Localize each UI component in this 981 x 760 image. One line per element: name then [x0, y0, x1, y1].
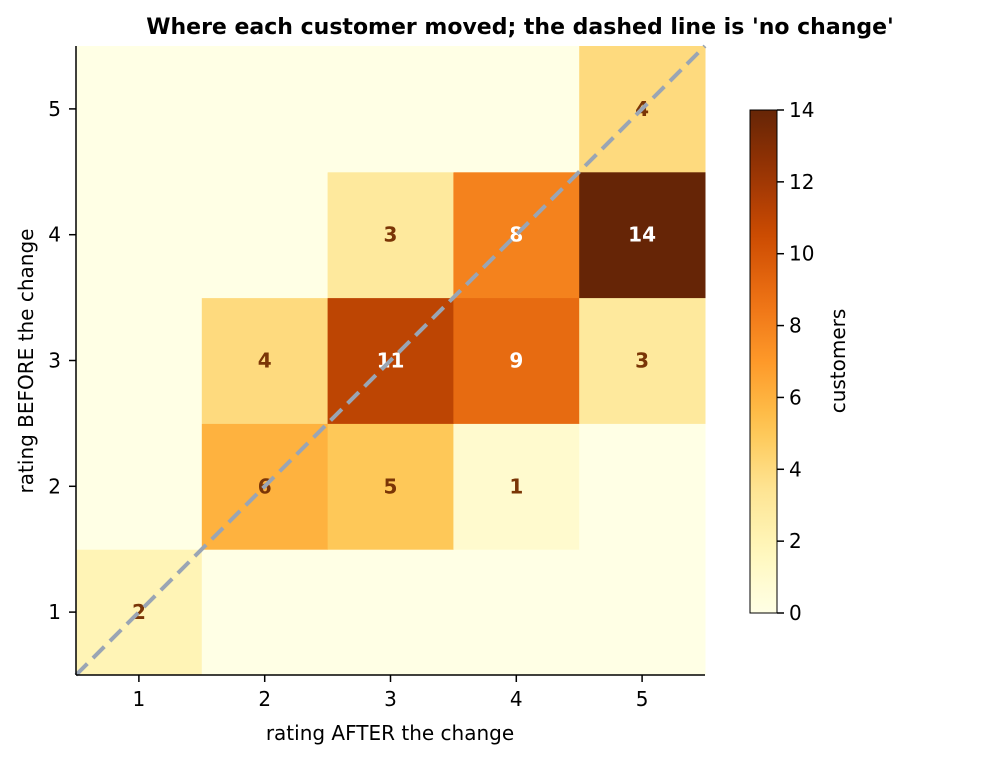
chart-title: Where each customer moved; the dashed li… [146, 15, 894, 40]
x-axis-label: rating AFTER the change [266, 721, 514, 745]
heatmap-cell [579, 171, 706, 299]
y-tick-label: 1 [48, 600, 61, 624]
heatmap-cell [201, 171, 329, 299]
x-tick-label: 4 [510, 687, 523, 711]
heatmap-cell [579, 423, 706, 550]
colorbar-label: customers [826, 309, 850, 414]
colorbar-tick-label: 10 [789, 242, 814, 266]
heatmap-cell [453, 549, 580, 676]
heatmap-cell [327, 171, 454, 299]
no-change-diagonal [74, 44, 707, 677]
x-tick-label: 2 [258, 687, 271, 711]
heatmap-cells [76, 46, 706, 676]
cell-value-label: 4 [258, 349, 272, 373]
cell-value-label: 5 [384, 474, 398, 498]
heatmap-cell [76, 297, 203, 424]
cell-value-label: 1 [509, 474, 523, 498]
x-ticks: 1 2 3 4 5 [133, 675, 649, 711]
heatmap-cell [327, 423, 454, 550]
heatmap-cell [453, 423, 580, 550]
heatmap-cell [453, 297, 580, 424]
cell-value-label: 3 [384, 223, 398, 247]
heatmap-cell [76, 423, 203, 550]
heatmap-cell [327, 46, 454, 173]
y-tick-label: 2 [48, 474, 61, 498]
colorbar-tick-label: 2 [789, 529, 802, 553]
y-ticks: 1 2 3 4 5 [48, 97, 76, 624]
colorbar-ticks: 0 2 4 6 8 10 12 14 [777, 98, 814, 625]
colorbar-tick-label: 6 [789, 385, 802, 409]
cell-value-label: 3 [635, 349, 649, 373]
colorbar-tick-label: 12 [789, 170, 814, 194]
y-tick-label: 5 [48, 97, 61, 121]
heatmap-cell [579, 297, 706, 424]
cell-value-label: 14 [628, 223, 656, 247]
heatmap-cell [453, 46, 580, 173]
heatmap-cell [201, 46, 329, 173]
heatmap-cell [76, 46, 203, 173]
colorbar-tick-label: 0 [789, 601, 802, 625]
colorbar-tick-label: 8 [789, 314, 802, 338]
colorbar-tick-label: 14 [789, 98, 814, 122]
heatmap-cell [201, 549, 329, 676]
y-tick-label: 4 [48, 223, 61, 247]
y-axis-label: rating BEFORE the change [14, 229, 38, 494]
heatmap-cell [201, 297, 329, 424]
heatmap-cell [76, 171, 203, 299]
heatmap-cell [579, 549, 706, 676]
x-tick-label: 1 [133, 687, 146, 711]
colorbar [749, 109, 778, 614]
y-tick-label: 3 [48, 349, 61, 373]
colorbar-tick-label: 4 [789, 457, 802, 481]
heatmap-cell [327, 549, 454, 676]
cell-value-label: 9 [509, 349, 523, 373]
x-tick-label: 5 [636, 687, 649, 711]
x-tick-label: 3 [384, 687, 397, 711]
